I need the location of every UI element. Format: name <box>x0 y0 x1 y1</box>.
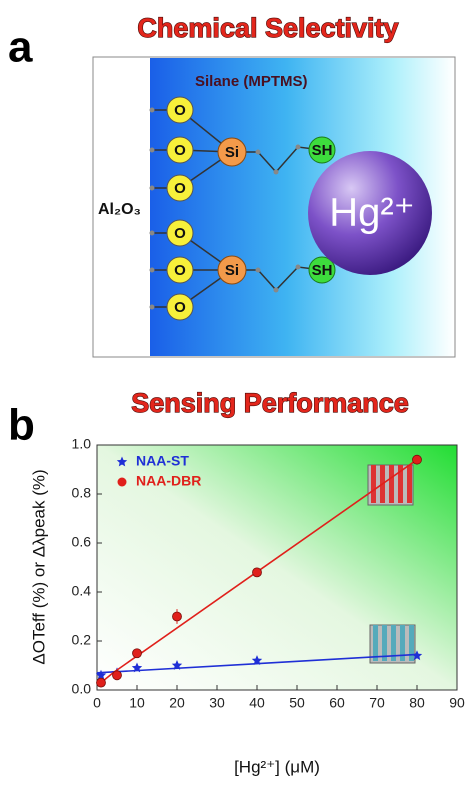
y-tick-label: 0.0 <box>72 681 92 697</box>
carbon-dot <box>274 170 279 175</box>
page: {"panel_a":{"label":"a","title":"Chemica… <box>0 0 473 785</box>
y-tick-label: 1.0 <box>72 436 92 452</box>
surface-dot <box>150 231 155 236</box>
x-tick-label: 10 <box>129 695 145 711</box>
legend-label: NAA-DBR <box>136 473 201 489</box>
data-point <box>97 678 106 687</box>
x-tick-label: 90 <box>449 695 465 711</box>
atom-label: SH <box>312 142 333 159</box>
data-point <box>113 671 122 680</box>
x-tick-label: 30 <box>209 695 225 711</box>
carbon-dot <box>296 265 301 270</box>
y-tick-label: 0.2 <box>72 632 92 648</box>
data-point <box>133 649 142 658</box>
panel-label: a <box>8 23 33 72</box>
atom-label: O <box>174 262 186 279</box>
carbon-dot <box>296 145 301 150</box>
surface-dot <box>150 268 155 273</box>
legend-label: NAA-ST <box>136 453 189 469</box>
x-tick-label: 20 <box>169 695 185 711</box>
x-tick-label: 0 <box>93 695 101 711</box>
atom-label: Si <box>225 262 239 279</box>
atom-label: Si <box>225 144 239 161</box>
ion-label: Hg²⁺ <box>329 191 415 235</box>
silane-label: Silane (MPTMS) <box>195 73 308 90</box>
data-point <box>173 612 182 621</box>
legend-marker <box>118 478 127 487</box>
data-point <box>253 568 262 577</box>
atom-label: O <box>174 102 186 119</box>
carbon-dot <box>274 288 279 293</box>
surface-dot <box>150 305 155 310</box>
substrate-label: Al₂O₃ <box>98 201 141 218</box>
y-tick-label: 0.4 <box>72 583 92 599</box>
x-tick-label: 50 <box>289 695 305 711</box>
panel-title: Chemical Selectivity <box>137 13 398 43</box>
y-tick-label: 0.6 <box>72 534 92 550</box>
carbon-dot <box>256 268 261 273</box>
carbon-dot <box>256 150 261 155</box>
y-axis-label: ΔOTeff (%) or Δλpeak (%) <box>29 469 48 664</box>
x-tick-label: 70 <box>369 695 385 711</box>
atom-label: O <box>174 225 186 242</box>
atom-label: O <box>174 142 186 159</box>
x-tick-label: 80 <box>409 695 425 711</box>
x-axis-label: [Hg²⁺] (μM) <box>234 757 320 776</box>
y-tick-label: 0.8 <box>72 485 92 501</box>
data-point <box>413 455 422 464</box>
inset-high <box>368 465 413 505</box>
surface-dot <box>150 148 155 153</box>
surface-dot <box>150 186 155 191</box>
surface-dot <box>150 108 155 113</box>
chart-title: Sensing Performance <box>131 388 409 418</box>
x-tick-label: 60 <box>329 695 345 711</box>
atom-label: O <box>174 299 186 316</box>
figure: a Chemical Selectivity Silane (MPTMS) Al… <box>0 0 473 785</box>
atom-label: O <box>174 180 186 197</box>
x-tick-label: 40 <box>249 695 265 711</box>
atom-label: SH <box>312 262 333 279</box>
panel-label: b <box>8 401 35 450</box>
